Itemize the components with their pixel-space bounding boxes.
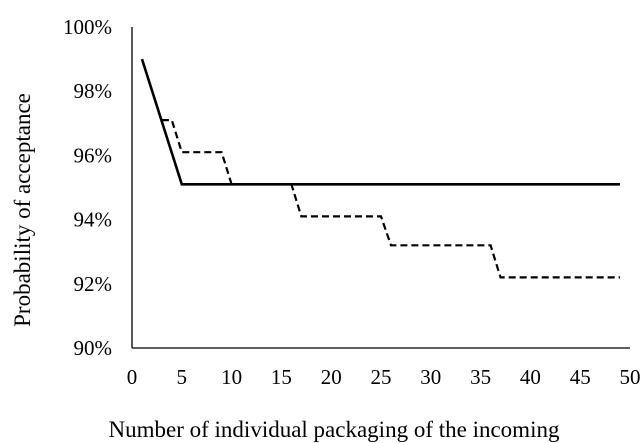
y-tick-label: 92% <box>74 272 113 296</box>
x-tick-label: 35 <box>470 365 491 389</box>
x-tick-label: 50 <box>620 365 641 389</box>
x-tick-label: 15 <box>271 365 292 389</box>
x-tick-label: 30 <box>420 365 441 389</box>
x-axis: 0 5 10 15 20 25 30 35 40 45 50 <box>127 347 641 389</box>
y-axis-title: Probability of acceptance <box>10 93 35 327</box>
y-tick-label: 98% <box>74 79 113 103</box>
x-tick-label: 10 <box>221 365 242 389</box>
x-tick-label: 40 <box>520 365 541 389</box>
y-axis: 90% 92% 94% 96% 98% 100% <box>63 15 133 360</box>
x-tick-label: 5 <box>177 365 188 389</box>
x-tick-label: 25 <box>371 365 392 389</box>
y-tick-label: 96% <box>74 143 113 167</box>
series-line-solid <box>140 58 620 186</box>
series-line-dashed <box>161 118 620 279</box>
y-tick-label: 90% <box>74 336 113 360</box>
y-tick-label: 94% <box>74 208 113 232</box>
series-layer <box>140 58 620 279</box>
x-tick-label: 0 <box>127 365 138 389</box>
y-tick-label: 100% <box>63 15 112 39</box>
x-axis-title: Number of individual packaging of the in… <box>109 417 560 442</box>
x-tick-label: 20 <box>321 365 342 389</box>
x-tick-label: 45 <box>570 365 591 389</box>
